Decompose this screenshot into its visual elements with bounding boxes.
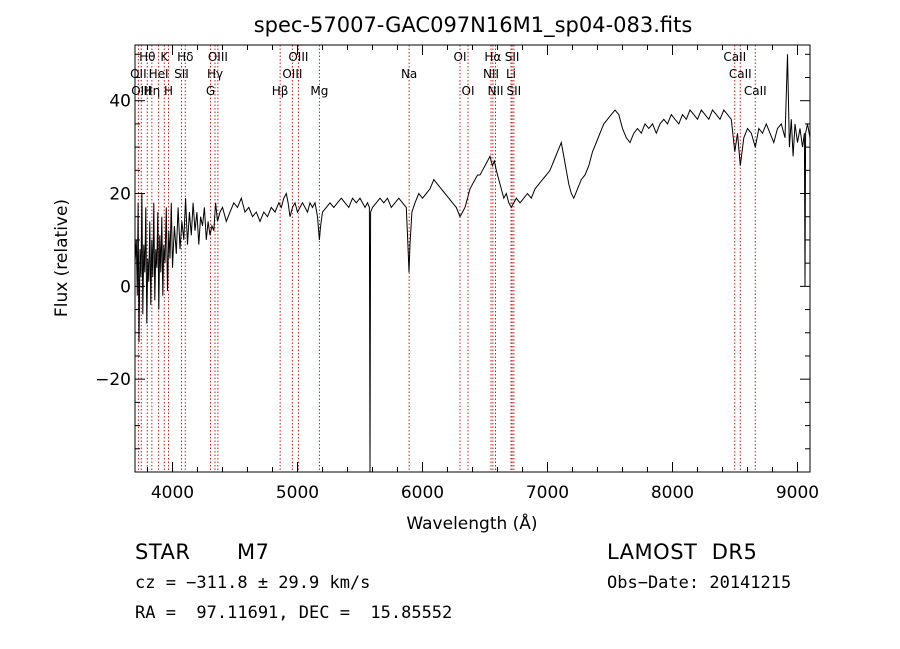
spectral-line-label: Hβ (272, 84, 289, 98)
spectral-line-label: CaII (729, 67, 752, 81)
x-tick-label: 9000 (776, 483, 819, 503)
x-tick-label: 5000 (276, 483, 319, 503)
spectral-line-label: HeI (149, 67, 169, 81)
spectrum-series (134, 54, 811, 473)
spectral-line-label: OI (462, 84, 475, 98)
plot-frame (134, 44, 811, 473)
spectral-line-label: Mg (310, 84, 328, 98)
y-tick-label: −20 (95, 370, 131, 390)
spectral-line-label: CaII (723, 50, 746, 64)
spectral-line-label: Hη (144, 84, 161, 98)
x-tick-label: 8000 (651, 483, 694, 503)
spectral-line-label: Hθ (139, 50, 155, 64)
spectral-line-label: OIII (288, 50, 308, 64)
x-tick-label: 4000 (151, 483, 194, 503)
spectral-line-label: G (206, 84, 215, 98)
spectral-line-label: Li (506, 67, 516, 81)
spectral-class: M7 (237, 540, 270, 564)
spectral-line-label: OII (130, 67, 147, 81)
chart-title: spec-57007-GAC097N16M1_sp04-083.fits (254, 13, 693, 38)
x-tick-label: 6000 (401, 483, 444, 503)
spectral-line-label: SII (507, 84, 522, 98)
ra-dec-coordinates: RA = 97.11691, DEC = 15.85552 (135, 603, 453, 623)
spectral-line-label: OIII (208, 50, 228, 64)
spectral-line-label: SII (174, 67, 189, 81)
x-axis-label: Wavelength (Å) (406, 512, 537, 534)
spectral-line-label: Na (401, 67, 417, 81)
spectral-line-label: OIII (282, 67, 302, 81)
y-tick-label: 40 (109, 92, 131, 112)
spectral-line-label: OI (454, 50, 467, 64)
spectral-line-label: Hα (484, 50, 501, 64)
redshift-cz: cz = −311.8 ± 29.9 km/s (135, 573, 371, 593)
spectral-line-label: NII (483, 67, 499, 81)
spectral-line-label: K (160, 50, 169, 64)
x-tick-label: 7000 (526, 483, 569, 503)
survey-label: LAMOST DR5 (607, 540, 758, 564)
spectral-line-label: NII (487, 84, 503, 98)
spectral-line-markers (137, 45, 756, 472)
y-axis-label: Flux (relative) (52, 199, 72, 317)
spectral-line-label: Hδ (177, 50, 193, 64)
spectrum-line (134, 54, 811, 473)
y-tick-label: 20 (109, 185, 131, 205)
spectral-line-label: Hγ (207, 67, 223, 81)
spectral-line-label: H (164, 84, 173, 98)
y-tick-label: 0 (120, 277, 131, 297)
spectral-line-label: OIII (131, 84, 151, 98)
axes: 4000 5000 6000 7000 8000 9000 −20 0 20 40 (95, 45, 819, 503)
spectral-line-labels: Hθ K Hδ OIII OIII OI Hα SII CaII OII HeI SII Hγ OIII N… (130, 50, 767, 98)
spectral-line-label: SII (505, 50, 520, 64)
spectral-line-label: CaII (744, 84, 767, 98)
observation-date: Obs−Date: 20141215 (607, 573, 792, 593)
object-type: STAR (135, 540, 191, 564)
